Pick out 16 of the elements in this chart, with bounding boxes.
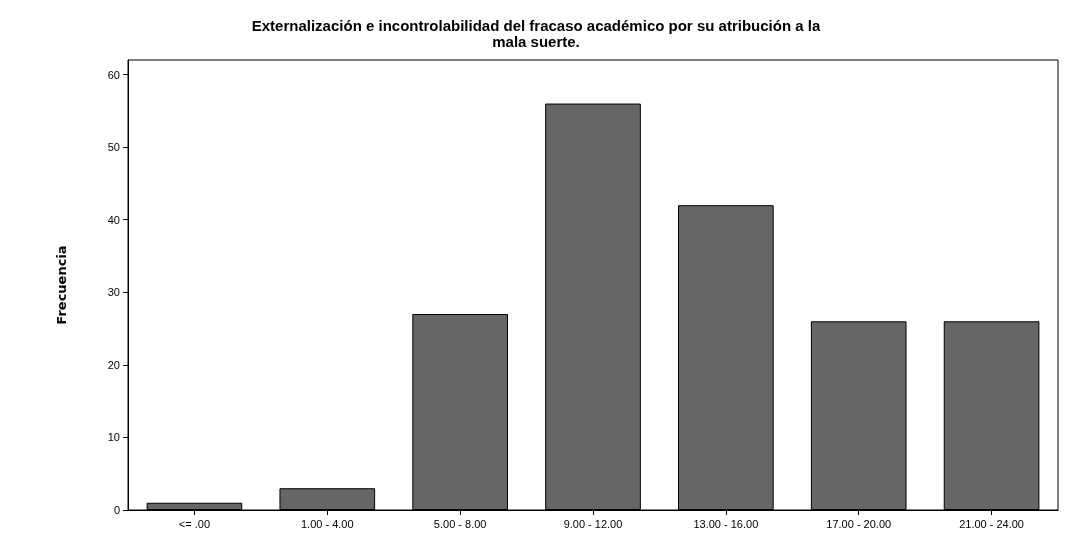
y-tick-label: 0 [113, 504, 120, 516]
x-tick-label: 5.00 - 8.00 [433, 517, 487, 530]
y-tick-label: 30 [107, 286, 120, 299]
y-tick-label: 40 [107, 213, 120, 226]
y-tick-label: 60 [107, 68, 120, 81]
y-tick-label: 50 [107, 141, 120, 154]
x-tick-label: 21.00 - 24.00 [959, 517, 1024, 530]
x-tick-label: 1.00 - 4.00 [300, 517, 354, 530]
x-tick-label: <= .00 [178, 517, 211, 530]
x-tick-label: 9.00 - 12.00 [563, 517, 623, 530]
x-tick-label: 17.00 - 20.00 [826, 517, 892, 530]
y-tick-label: 10 [107, 431, 120, 444]
y-axis-title: Frecuencia [54, 245, 69, 325]
x-tick-label: 13.00 - 16.00 [693, 517, 759, 530]
y-tick-label: 20 [107, 358, 120, 371]
chart-title: Externalización e incontrolabilidad del fracaso académico por su atribución a la mala suerte. [251, 16, 821, 50]
